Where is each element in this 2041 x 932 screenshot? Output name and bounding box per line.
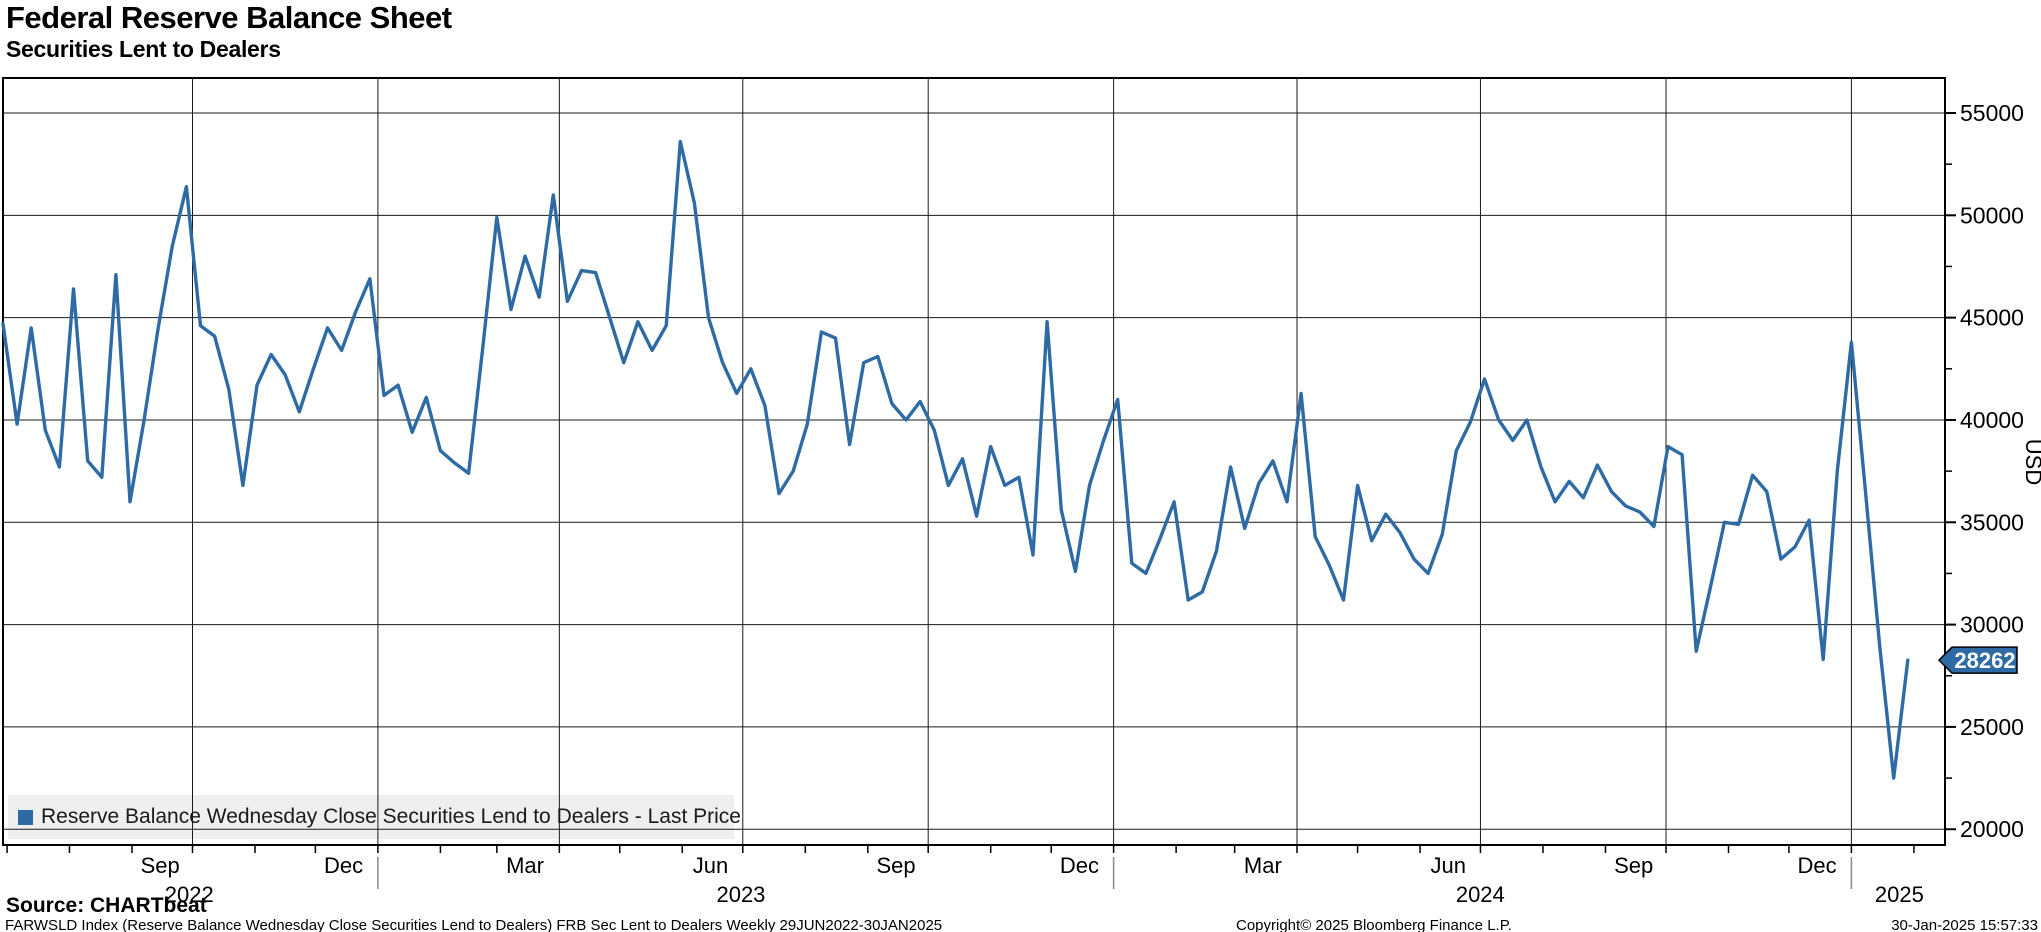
x-axis-year-label: 2023	[716, 882, 765, 907]
x-axis-year-label: 2024	[1456, 882, 1505, 907]
x-axis-month-label: Sep	[876, 853, 915, 878]
timestamp: 30-Jan-2025 15:57:33	[1891, 917, 2038, 932]
page-subtitle: Securities Lent to Dealers	[6, 36, 281, 62]
y-axis-tick-label: 30000	[1960, 612, 2024, 638]
x-axis-month-label: Sep	[1614, 853, 1653, 878]
page-title: Federal Reserve Balance Sheet	[6, 0, 452, 35]
y-axis-tick-label: 40000	[1960, 407, 2024, 433]
x-axis-month-label: Dec	[1060, 853, 1099, 878]
y-axis-tick-label: 50000	[1960, 202, 2024, 228]
price-line	[1, 139, 1910, 780]
legend-label: Reserve Balance Wednesday Close Securiti…	[41, 805, 741, 828]
y-axis-tick-label: 35000	[1960, 509, 2024, 535]
x-axis-month-label: Mar	[1244, 853, 1282, 878]
x-axis-month-label: Sep	[141, 853, 180, 878]
x-axis-month-label: Jun	[1431, 853, 1466, 878]
last-price-value: 28262	[1954, 648, 2015, 673]
legend-item: Reserve Balance Wednesday Close Securiti…	[8, 795, 741, 839]
x-axis-month-label: Mar	[506, 853, 544, 878]
ticker-description: FARWSLD Index (Reserve Balance Wednesday…	[5, 917, 943, 932]
plot-background	[3, 78, 1945, 845]
x-axis-year-label: 2022	[165, 882, 214, 907]
series-swatch-icon	[18, 809, 33, 825]
y-axis-tick-label: 25000	[1960, 714, 2024, 740]
copyright-notice: Copyright© 2025 Bloomberg Finance L.P.	[1236, 917, 1512, 932]
y-axis-title: USD	[2021, 439, 2041, 485]
source-label: Source: CHARTbeat	[6, 894, 207, 917]
x-axis-year-label: 2025	[1875, 882, 1924, 907]
y-axis-tick-label: 55000	[1960, 100, 2024, 126]
x-axis-month-label: Dec	[324, 853, 363, 878]
y-axis-tick-label: 20000	[1960, 816, 2024, 842]
last-price-badge	[1937, 646, 2018, 674]
x-axis-month-label: Jun	[693, 853, 728, 878]
y-axis-tick-label: 45000	[1960, 305, 2024, 331]
legend-backdrop	[8, 795, 734, 839]
x-axis-month-label: Dec	[1798, 853, 1837, 878]
plot-border	[2, 77, 1946, 846]
